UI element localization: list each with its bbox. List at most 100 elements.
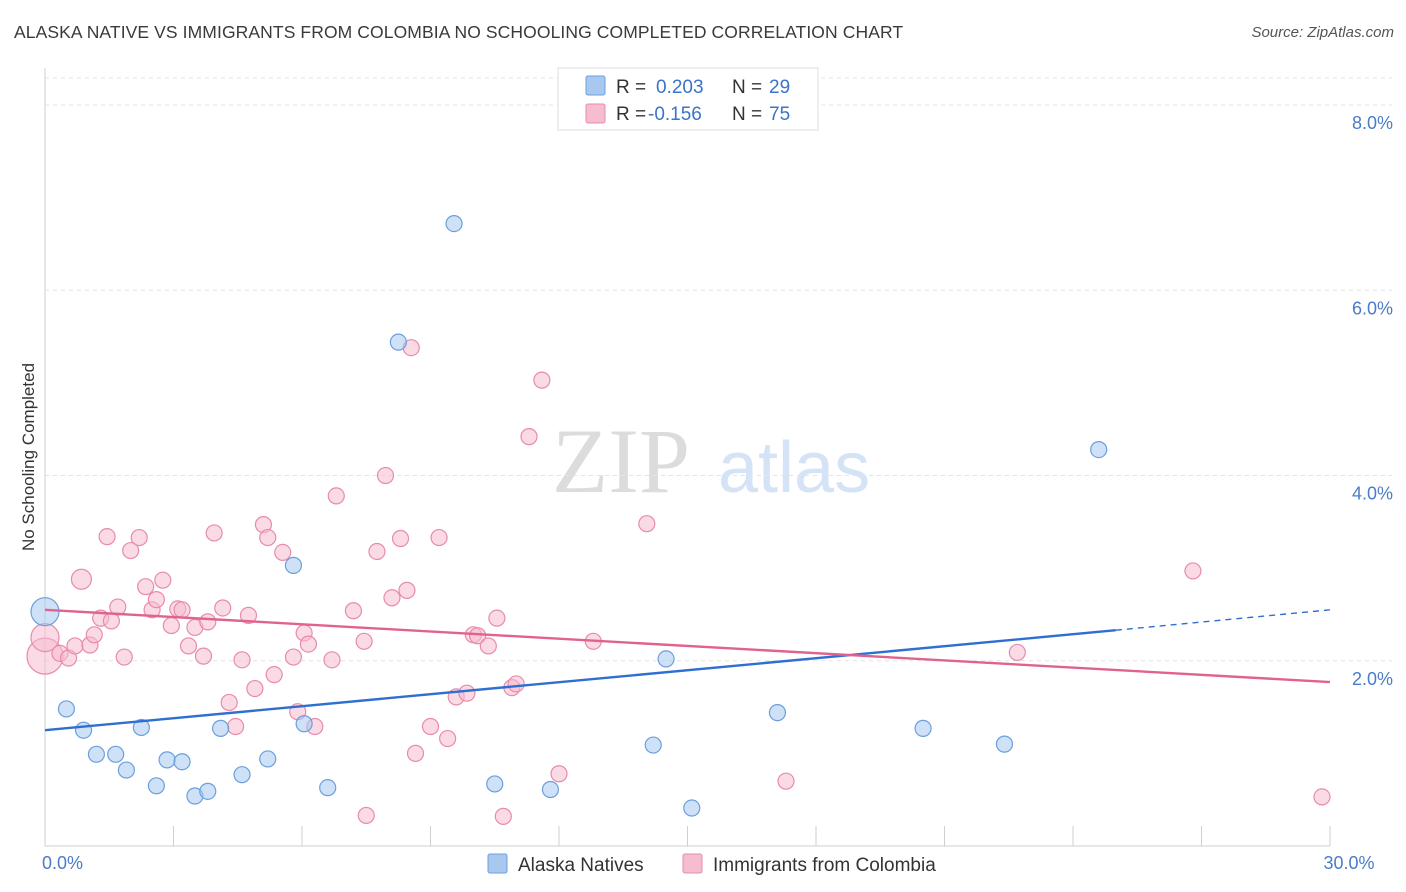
point-0-4	[107, 745, 125, 763]
point-1-49	[383, 589, 401, 607]
x-ticks	[44, 826, 1331, 846]
point-1-7	[85, 626, 103, 644]
point-0-28	[1090, 440, 1108, 459]
series-legend: Alaska Natives Immigrants from Colombia	[487, 853, 936, 876]
x-tick-label-0: 0.0%	[42, 853, 83, 873]
trend-line-1	[44, 608, 1331, 684]
point-1-13	[122, 541, 140, 560]
point-1-70	[638, 515, 656, 533]
watermark-atlas: atlas	[718, 428, 870, 508]
y-tick-label-3: 8.0%	[1352, 113, 1393, 133]
legend-swatch-immigrants-colombia	[682, 853, 703, 874]
point-0-18	[389, 333, 407, 351]
point-0-24	[683, 799, 701, 817]
point-1-67	[533, 371, 551, 389]
point-1-73	[1184, 562, 1202, 580]
y-tick-labels: 2.0% 4.0% 6.0% 8.0%	[1352, 113, 1393, 689]
point-1-17	[147, 591, 165, 609]
point-1-9	[98, 528, 116, 546]
point-0-19	[445, 215, 463, 233]
point-0-12	[212, 719, 230, 737]
legend-r-label-alaska: R =	[616, 77, 646, 98]
point-0-0	[30, 597, 60, 627]
point-1-32	[246, 679, 264, 698]
x-tick-labels: 0.0% 30.0%	[42, 853, 1375, 873]
point-1-18	[154, 571, 172, 589]
legend-n-label-alaska: N =	[732, 77, 762, 98]
point-1-68	[550, 765, 568, 783]
point-1-58	[458, 684, 476, 702]
point-0-3	[87, 745, 106, 763]
correlation-legend: R = 0.203 N = 29 R = -0.156 N = 75	[557, 67, 819, 131]
point-1-15	[137, 578, 155, 596]
point-1-43	[327, 487, 345, 505]
point-1-31	[239, 606, 258, 624]
point-1-66	[520, 428, 538, 446]
point-1-50	[391, 529, 410, 548]
point-1-25	[199, 613, 217, 631]
point-1-45	[355, 632, 373, 650]
point-1-4	[66, 637, 84, 655]
point-0-16	[295, 715, 313, 733]
point-0-7	[147, 777, 165, 795]
point-1-46	[357, 806, 375, 825]
x-tick-label-1: 30.0%	[1323, 853, 1374, 873]
y-tick-label-1: 4.0%	[1352, 484, 1393, 504]
point-1-24	[194, 647, 213, 665]
point-1-54	[421, 717, 440, 736]
point-0-9	[173, 753, 191, 771]
series-immigrants-points	[26, 339, 1331, 825]
point-1-34	[259, 528, 277, 547]
point-0-13	[233, 766, 251, 784]
point-0-1	[57, 700, 76, 718]
point-1-37	[284, 648, 303, 666]
point-0-20	[486, 775, 504, 793]
point-0-5	[117, 761, 135, 779]
chart-title: ALASKA NATIVE VS IMMIGRANTS FROM COLOMBI…	[14, 22, 904, 42]
legend-swatch-alaska-natives	[487, 853, 508, 874]
legend-r-value-colombia: -0.156	[648, 104, 702, 125]
point-1-44	[344, 602, 362, 620]
point-0-15	[284, 556, 303, 574]
point-0-11	[199, 782, 217, 800]
y-tick-label-0: 2.0%	[1352, 669, 1393, 689]
point-1-14	[130, 528, 148, 547]
point-1-61	[479, 637, 497, 655]
point-0-25	[768, 704, 787, 722]
point-1-62	[488, 609, 506, 627]
point-1-28	[220, 693, 238, 712]
point-0-21	[541, 780, 560, 799]
point-1-22	[179, 637, 198, 655]
point-1-40	[299, 635, 318, 653]
point-1-21	[173, 601, 191, 619]
point-1-35	[265, 666, 283, 684]
point-1-63	[494, 807, 512, 825]
point-1-65	[507, 675, 525, 693]
point-0-23	[657, 650, 675, 668]
trend-extension-0	[1115, 609, 1331, 631]
point-1-27	[214, 599, 232, 617]
point-1-5	[70, 568, 93, 590]
point-1-26	[205, 524, 223, 542]
trend-line-0	[44, 629, 1116, 732]
point-1-19	[162, 616, 180, 635]
point-0-6	[132, 718, 150, 737]
point-1-71	[777, 772, 795, 790]
legend-label-alaska-natives: Alaska Natives	[518, 855, 644, 876]
legend-swatch-alaska	[585, 75, 606, 96]
point-1-56	[439, 729, 457, 748]
series-alaska-points	[30, 215, 1108, 817]
watermark-zip: ZIP	[552, 410, 690, 512]
point-0-14	[259, 750, 277, 768]
point-1-42	[323, 651, 341, 669]
source-label[interactable]: Source: ZipAtlas.com	[1251, 24, 1394, 41]
point-1-55	[430, 528, 448, 547]
point-1-48	[376, 466, 395, 485]
legend-swatch-colombia	[585, 103, 606, 124]
legend-r-label-colombia: R =	[616, 104, 646, 125]
point-1-53	[406, 744, 425, 762]
point-1-51	[398, 581, 416, 599]
point-0-8	[158, 751, 176, 769]
legend-label-immigrants-colombia: Immigrants from Colombia	[713, 855, 936, 876]
